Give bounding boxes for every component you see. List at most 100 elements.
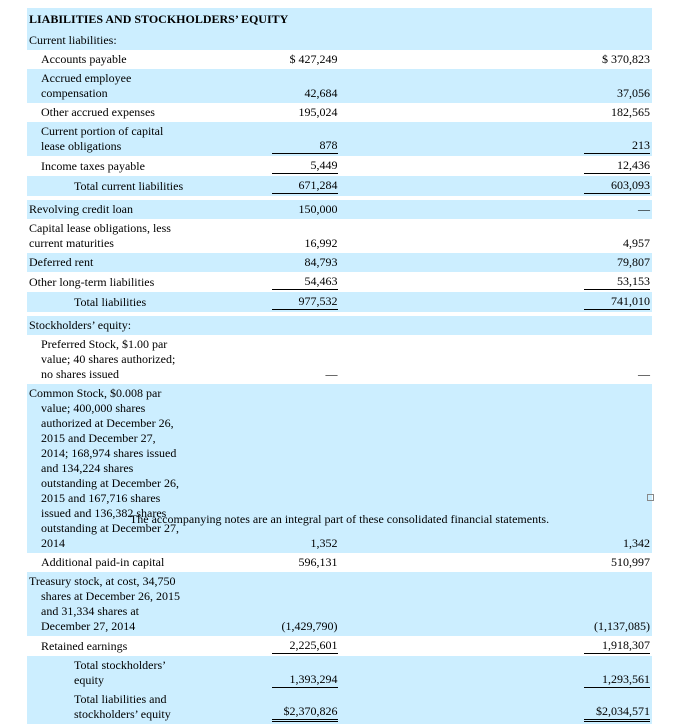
table-row: Total liabilities 977,532 741,010	[27, 292, 652, 312]
table-row: Current liabilities:	[27, 31, 652, 50]
value-cell: 1,352	[183, 384, 340, 553]
row-value: 16,992	[304, 236, 338, 250]
value-cell: 1,342	[495, 384, 652, 553]
gap-cell	[339, 656, 496, 690]
header-row: LIABILITIES AND STOCKHOLDERS’ EQUITY	[27, 8, 652, 31]
row-value: $ 370,823	[602, 52, 650, 66]
gap-cell	[339, 69, 496, 103]
label-cell: Deferred rent	[27, 253, 184, 272]
row-value: 596,131	[298, 555, 338, 569]
gap-cell	[340, 50, 496, 69]
row-label: Stockholders’ equity:	[29, 318, 132, 332]
value-cell: 671,284	[183, 176, 340, 196]
gap-cell	[339, 31, 496, 50]
row-label: Total current liabilities	[74, 179, 184, 193]
row-value: 37,056	[617, 86, 650, 100]
page: {"table": { "title": "LIABILITIES AND ST…	[27, 8, 654, 724]
table-row: Other long-term liabilities 54,463 53,153	[27, 272, 652, 292]
row-label: Deferred rent	[29, 255, 94, 269]
value-cell: 213	[495, 122, 652, 156]
value-cell: 2,225,601	[183, 636, 339, 656]
value-cell: 510,997	[496, 553, 652, 572]
value-cell: 150,000	[183, 196, 340, 219]
row-value: 671,284	[271, 178, 338, 194]
table-row: Current portion of capital lease obligat…	[27, 122, 652, 156]
row-value: 213	[584, 138, 650, 154]
gap-cell	[339, 572, 496, 636]
row-value: 510,997	[611, 555, 650, 569]
table-row: Income taxes payable 5,449 12,436	[27, 156, 652, 176]
value-cell: 12,436	[496, 156, 652, 176]
label-cell: Treasury stock, at cost, 34,750 shares a…	[27, 572, 184, 636]
label-cell: Retained earnings	[27, 636, 183, 656]
row-value: 1,352	[310, 536, 338, 550]
value-cell: 84,793	[183, 253, 340, 272]
row-label: Common Stock, $0.008 par value; 400,000 …	[29, 386, 179, 550]
table-row: Additional paid-in capital 596,131 510,997	[27, 553, 652, 572]
row-label: Total liabilities	[74, 295, 147, 309]
row-label: Accrued employee compensation	[41, 71, 132, 100]
value-cell: $2,370,826	[183, 690, 340, 724]
value-cell: 603,093	[495, 176, 652, 196]
value-cell: 195,024	[183, 103, 339, 122]
value-cell: 1,918,307	[496, 636, 652, 656]
row-value: $ 427,249	[289, 52, 338, 66]
table-row: Accrued employee compensation 42,684 37,05…	[27, 69, 652, 103]
label-cell: Total stockholders’ equity	[27, 656, 184, 690]
row-value: 603,093	[584, 178, 650, 194]
label-cell: Revolving credit loan	[27, 196, 184, 219]
value-cell: $ 370,823	[496, 50, 652, 69]
value-cell: 596,131	[183, 553, 339, 572]
label-cell: Current liabilities:	[27, 31, 184, 50]
value-cell: —	[183, 335, 339, 384]
label-cell: Accounts payable	[27, 50, 183, 69]
value-cell	[495, 312, 652, 335]
label-cell: Total liabilities	[27, 292, 184, 312]
label-cell: Accrued employee compensation	[27, 69, 184, 103]
row-value: 1,393,294	[271, 672, 338, 688]
value-cell: 5,449	[183, 156, 339, 176]
label-cell: Preferred Stock, $1.00 par value; 40 sha…	[27, 335, 183, 384]
row-label: Other accrued expenses	[41, 105, 155, 119]
label-cell: Total liabilities and stockholders’ equi…	[27, 690, 184, 724]
label-cell: Common Stock, $0.008 par value; 400,000 …	[27, 384, 184, 553]
gap-cell	[339, 122, 496, 156]
value-cell: 16,992	[183, 219, 339, 253]
row-value: —	[638, 202, 650, 216]
gap-cell	[339, 253, 496, 272]
table-row: Other accrued expenses 195,024 182,565	[27, 103, 652, 122]
row-label: Capital lease obligations, less current …	[29, 221, 171, 250]
table-row: Accounts payable $ 427,249 $ 370,823	[27, 50, 652, 69]
table-row: Revolving credit loan 150,000 —	[27, 196, 652, 219]
table-row: Total liabilities and stockholders’ equi…	[27, 690, 652, 724]
gap-cell	[339, 312, 496, 335]
gap-cell	[340, 553, 496, 572]
row-value: 878	[271, 138, 338, 154]
value-cell: 977,532	[183, 292, 340, 312]
row-label: Current portion of capital lease obligat…	[41, 124, 164, 153]
row-label: Current liabilities:	[29, 33, 117, 47]
row-value: 12,436	[584, 158, 650, 174]
gap-cell	[339, 292, 496, 312]
table-row: Total stockholders’ equity 1,393,294 1,293…	[27, 656, 652, 690]
value-cell: $2,034,571	[495, 690, 652, 724]
row-label: Accounts payable	[41, 52, 127, 66]
gap-cell	[340, 335, 496, 384]
value-cell: 42,684	[183, 69, 340, 103]
table-row: Total current liabilities 671,284 603,093	[27, 176, 652, 196]
row-label: Total stockholders’ equity	[74, 658, 166, 687]
row-value: (1,429,790)	[281, 619, 338, 633]
row-value: —	[638, 367, 650, 381]
value-cell	[183, 31, 340, 50]
table-row: Preferred Stock, $1.00 par value; 40 sha…	[27, 335, 652, 384]
row-value: 53,153	[584, 274, 650, 290]
table: LIABILITIES AND STOCKHOLDERS’ EQUITY Cur…	[27, 8, 652, 724]
row-value: 741,010	[584, 294, 650, 310]
gap-cell	[340, 272, 496, 292]
value-cell: 182,565	[496, 103, 652, 122]
gap-cell	[339, 690, 496, 724]
row-label: Treasury stock, at cost, 34,750 shares a…	[29, 574, 180, 633]
balance-sheet: LIABILITIES AND STOCKHOLDERS’ EQUITY Cur…	[27, 8, 652, 724]
row-value: 977,532	[271, 294, 338, 310]
gap-cell	[340, 636, 496, 656]
